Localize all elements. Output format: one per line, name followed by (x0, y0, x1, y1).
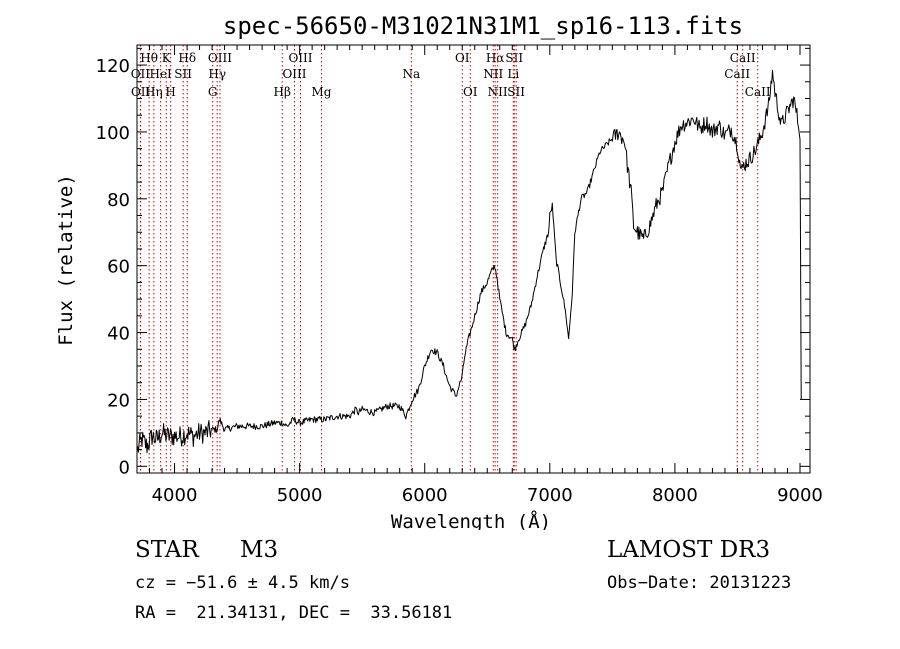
line-marker-label-12: Hβ (274, 85, 291, 99)
line-marker-label-11: G (208, 85, 218, 99)
line-marker-label-14: OIII (282, 67, 306, 81)
object-class: STAR (135, 537, 199, 563)
x-tick-label-1: 5000 (277, 485, 323, 506)
line-marker-label-27: CaII (745, 85, 771, 99)
line-marker-label-7: Hδ (178, 51, 196, 65)
x-tick-label-0: 4000 (152, 485, 198, 506)
line-marker-label-3: Hη (145, 85, 163, 99)
line-marker-label-16: Na (403, 67, 421, 81)
survey-name: LAMOST DR3 (607, 537, 771, 563)
line-marker-label-2: OII (131, 85, 151, 99)
line-marker-label-4: K (162, 51, 172, 65)
line-marker-label-13: OIII (288, 51, 312, 65)
x-axis-label: Wavelength (Å) (391, 510, 551, 530)
spectrum-line-group (137, 69, 802, 454)
plot-frame (136, 44, 811, 474)
line-marker-label-8: SII (174, 67, 192, 81)
chart-title: spec-56650-M31021N31M1_sp16-113.fits (223, 12, 743, 40)
line-marker-label-24: SII (507, 85, 525, 99)
line-marker-label-20: NII (483, 67, 503, 81)
x-tick-label-2: 6000 (402, 485, 448, 506)
y-tick-label-6: 120 (96, 56, 130, 77)
line-marker-label-9: OIII (208, 51, 232, 65)
y-tick-label-4: 80 (107, 190, 130, 211)
y-tick-label-2: 40 (107, 324, 130, 345)
line-marker-label-6: H (165, 85, 175, 99)
coordinates: RA = 21.34131, DEC = 33.56181 (135, 603, 453, 623)
x-tick-label-3: 7000 (527, 485, 573, 506)
line-marker-label-22: SII (505, 51, 523, 65)
x-tick-label-5: 9000 (777, 485, 823, 506)
line-marker-label-10: Hγ (208, 67, 226, 81)
line-marker-label-26: CaII (724, 67, 750, 81)
y-axis-ticks: 0 20 40 60 80 100 120 (96, 47, 810, 478)
line-marker-label-18: OI (463, 85, 478, 99)
spectrum-chart: spec-56650-M31021N31M1_sp16-113.fits Hθ O… (55, 12, 823, 530)
line-marker-label-23: Li (507, 67, 519, 81)
y-axis-label: Flux (relative) (55, 174, 77, 346)
line-marker-label-25: CaII (730, 51, 756, 65)
line-marker-label-5: HeI (149, 67, 172, 81)
redshift-cz: cz = −51.6 ± 4.5 km/s (135, 573, 350, 593)
y-tick-label-3: 60 (107, 257, 130, 278)
line-marker-label-0: Hθ (140, 51, 158, 65)
y-tick-label-0: 0 (119, 457, 130, 478)
y-tick-label-5: 100 (96, 123, 130, 144)
object-subclass: M3 (240, 537, 279, 563)
spectrum-series-line (137, 69, 802, 454)
line-marker-label-21: NII (488, 85, 508, 99)
y-tick-label-1: 20 (107, 390, 130, 411)
line-marker-label-17: OI (455, 51, 470, 65)
observation-date: Obs−Date: 20131223 (607, 573, 792, 593)
x-axis-ticks: 4000 5000 6000 7000 8000 9000 (149, 45, 823, 506)
line-marker-label-15: Mg (312, 85, 332, 99)
line-marker-label-19: Hα (486, 51, 505, 65)
x-tick-label-4: 8000 (652, 485, 698, 506)
